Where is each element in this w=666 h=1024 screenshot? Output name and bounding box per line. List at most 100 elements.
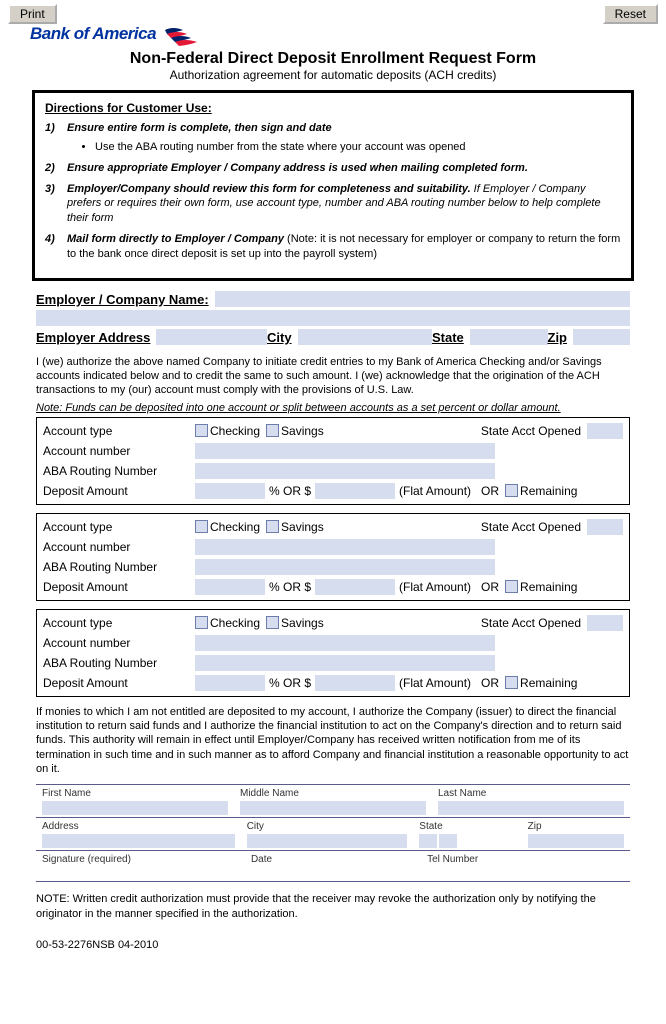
employer-state-field[interactable]	[470, 329, 548, 345]
deposit-dollar-field[interactable]	[315, 483, 395, 499]
pct-or-dollar: % OR $	[269, 484, 311, 498]
state-field-2[interactable]	[439, 834, 457, 848]
flat-amount-label: (Flat Amount)	[399, 580, 471, 594]
dir-lead: Ensure entire form is complete, then sig…	[67, 122, 332, 134]
deposit-dollar-field[interactable]	[315, 675, 395, 691]
checking-checkbox[interactable]	[195, 616, 208, 629]
employer-name-field[interactable]	[215, 291, 630, 307]
state-label: State	[419, 821, 515, 832]
city-field[interactable]	[247, 834, 408, 848]
account-number-label: Account number	[43, 540, 195, 554]
or-label: OR	[481, 484, 499, 498]
account-number-label: Account number	[43, 636, 195, 650]
remaining-checkbox[interactable]	[505, 676, 518, 689]
employer-state-label: State	[432, 330, 464, 345]
account-box-1: Account type Checking Savings State Acct…	[36, 417, 630, 505]
zip-label: Zip	[528, 821, 624, 832]
checking-checkbox[interactable]	[195, 520, 208, 533]
address-field[interactable]	[42, 834, 235, 848]
middle-name-label: Middle Name	[240, 788, 426, 799]
deposit-pct-field[interactable]	[195, 579, 265, 595]
remaining-checkbox[interactable]	[505, 484, 518, 497]
remaining-checkbox[interactable]	[505, 580, 518, 593]
top-button-bar: Print Reset	[8, 4, 658, 24]
pct-or-dollar: % OR $	[269, 676, 311, 690]
aba-field[interactable]	[195, 559, 495, 575]
aba-label: ABA Routing Number	[43, 560, 195, 574]
signature-field[interactable]	[42, 865, 239, 879]
zip-field[interactable]	[528, 834, 624, 848]
savings-label: Savings	[281, 520, 324, 534]
employer-city-label: City	[267, 330, 292, 345]
savings-label: Savings	[281, 424, 324, 438]
remaining-label: Remaining	[520, 484, 577, 498]
first-name-field[interactable]	[42, 801, 228, 815]
employer-name-field-cont[interactable]	[36, 310, 630, 326]
employer-block: Employer / Company Name: Employer Addres…	[36, 291, 630, 345]
or-label: OR	[481, 580, 499, 594]
footnote-text: NOTE: Written credit authorization must …	[36, 892, 630, 921]
deposit-amount-label: Deposit Amount	[43, 580, 195, 594]
flag-icon	[163, 26, 199, 46]
savings-label: Savings	[281, 616, 324, 630]
account-number-field[interactable]	[195, 635, 495, 651]
aba-label: ABA Routing Number	[43, 464, 195, 478]
state-opened-label: State Acct Opened	[481, 520, 581, 534]
tel-field[interactable]	[427, 865, 624, 879]
deposit-pct-field[interactable]	[195, 675, 265, 691]
aba-field[interactable]	[195, 655, 495, 671]
reset-button[interactable]: Reset	[603, 4, 658, 24]
state-opened-field[interactable]	[587, 615, 623, 631]
personal-info-grid: First Name Middle Name Last Name Address…	[36, 784, 630, 882]
form-page: Print Reset Bank of America Non-Federal …	[0, 0, 666, 965]
brand-logo: Bank of America	[30, 24, 658, 46]
state-opened-field[interactable]	[587, 423, 623, 439]
account-box-3: Account type Checking Savings State Acct Op…	[36, 609, 630, 697]
state-opened-label: State Acct Opened	[481, 424, 581, 438]
middle-name-field[interactable]	[240, 801, 426, 815]
pct-or-dollar: % OR $	[269, 580, 311, 594]
remaining-label: Remaining	[520, 676, 577, 690]
directions-box: Directions for Customer Use: 1) Ensure e…	[32, 90, 634, 281]
employer-name-label: Employer / Company Name:	[36, 292, 209, 307]
checking-label: Checking	[210, 520, 260, 534]
account-type-label: Account type	[43, 616, 195, 630]
state-opened-label: State Acct Opened	[481, 616, 581, 630]
account-number-field[interactable]	[195, 443, 495, 459]
employer-zip-label: Zip	[548, 330, 568, 345]
city-label: City	[247, 821, 408, 832]
dir-lead: Mail form directly to Employer / Company	[67, 233, 284, 245]
account-type-label: Account type	[43, 520, 195, 534]
state-field-1[interactable]	[419, 834, 437, 848]
date-label: Date	[251, 854, 415, 865]
directions-heading: Directions for Customer Use:	[45, 101, 621, 115]
checking-label: Checking	[210, 616, 260, 630]
employer-zip-field[interactable]	[573, 329, 630, 345]
flat-amount-label: (Flat Amount)	[399, 676, 471, 690]
savings-checkbox[interactable]	[266, 616, 279, 629]
last-name-label: Last Name	[438, 788, 624, 799]
signature-label: Signature (required)	[42, 854, 239, 865]
checking-checkbox[interactable]	[195, 424, 208, 437]
aba-field[interactable]	[195, 463, 495, 479]
deposit-amount-label: Deposit Amount	[43, 484, 195, 498]
state-opened-field[interactable]	[587, 519, 623, 535]
deposit-dollar-field[interactable]	[315, 579, 395, 595]
address-label: Address	[42, 821, 235, 832]
form-subtitle: Authorization agreement for automatic de…	[8, 68, 658, 82]
savings-checkbox[interactable]	[266, 520, 279, 533]
dir-num: 2)	[45, 161, 67, 176]
last-name-field[interactable]	[438, 801, 624, 815]
account-box-2: Account type Checking Savings State Acct Op…	[36, 513, 630, 601]
account-number-field[interactable]	[195, 539, 495, 555]
authorization-text: I (we) authorize the above named Company…	[36, 355, 630, 398]
print-button[interactable]: Print	[8, 4, 57, 24]
account-type-label: Account type	[43, 424, 195, 438]
account-number-label: Account number	[43, 444, 195, 458]
deposit-pct-field[interactable]	[195, 483, 265, 499]
date-field[interactable]	[251, 865, 415, 879]
employer-address-field[interactable]	[156, 329, 267, 345]
employer-city-field[interactable]	[298, 329, 432, 345]
savings-checkbox[interactable]	[266, 424, 279, 437]
directions-list: 1) Ensure entire form is complete, then …	[45, 121, 621, 262]
